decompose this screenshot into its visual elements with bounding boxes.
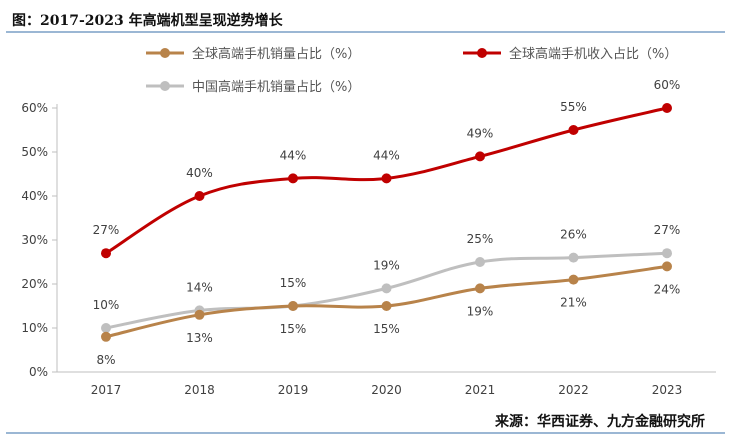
y-tick-label: 10% xyxy=(21,321,48,335)
data-label-series-0: 24% xyxy=(654,282,681,296)
y-tick-label: 40% xyxy=(21,189,48,203)
series-0-point xyxy=(475,283,485,294)
series-0-point xyxy=(194,309,205,320)
data-label-series-0: 21% xyxy=(560,296,587,310)
legend-marker-0 xyxy=(160,48,170,58)
x-tick-label: 2023 xyxy=(652,383,683,397)
legend-label-0: 全球高端手机销量占比（%） xyxy=(192,46,360,62)
data-label-series-1: 44% xyxy=(373,148,400,162)
series-0-point xyxy=(568,274,579,285)
data-label-series-0: 15% xyxy=(373,322,400,336)
series-1-point xyxy=(662,103,672,113)
series-0-point xyxy=(101,331,111,342)
series-2-point xyxy=(381,283,392,294)
series-2-point xyxy=(101,323,111,333)
series-1-point xyxy=(568,125,579,135)
legend-marker-2 xyxy=(160,81,170,91)
series-1-point xyxy=(194,191,205,201)
data-label-series-2: 27% xyxy=(654,223,681,237)
figure-title: 图：2017-2023 年高端机型呈现逆势增长 xyxy=(12,13,283,29)
data-label-series-1: 55% xyxy=(560,100,587,114)
bottom-rule xyxy=(6,432,725,434)
data-label-series-0: 8% xyxy=(96,353,115,367)
y-tick-label: 50% xyxy=(21,145,48,159)
x-tick-label: 2018 xyxy=(184,383,215,397)
series-2-point xyxy=(568,252,579,263)
series-1-point xyxy=(101,248,111,259)
x-tick-label: 2017 xyxy=(91,383,122,397)
series-1-point xyxy=(475,151,485,162)
data-label-series-2: 15% xyxy=(280,276,307,290)
series-1-point xyxy=(381,173,392,184)
data-label-series-2: 25% xyxy=(467,232,494,246)
series-2-point xyxy=(475,257,485,267)
series-0-point xyxy=(662,261,672,272)
y-tick-label: 30% xyxy=(21,233,48,247)
data-label-series-1: 49% xyxy=(467,126,494,140)
series-1-point xyxy=(288,173,298,184)
data-label-series-2: 19% xyxy=(373,258,400,272)
series-2-point xyxy=(662,248,672,259)
data-label-series-1: 60% xyxy=(654,78,681,92)
title-bar: 图：2017-2023 年高端机型呈现逆势增长 xyxy=(6,6,725,33)
series-0-point xyxy=(381,301,392,311)
data-label-series-0: 13% xyxy=(186,331,213,345)
data-label-series-0: 19% xyxy=(467,304,494,318)
data-label-series-2: 10% xyxy=(93,298,120,312)
data-label-series-2: 14% xyxy=(186,280,213,294)
data-label-series-0: 15% xyxy=(280,322,307,336)
x-tick-label: 2020 xyxy=(371,383,402,397)
y-tick-label: 20% xyxy=(21,277,48,291)
data-label-series-1: 44% xyxy=(280,148,307,162)
data-label-series-2: 26% xyxy=(560,228,587,242)
legend-label-2: 中国高端手机销量占比（%） xyxy=(192,79,360,95)
x-tick-label: 2022 xyxy=(558,383,589,397)
series-0-point xyxy=(288,301,298,311)
legend-label-1: 全球高端手机收入占比（%） xyxy=(509,46,677,62)
data-label-series-1: 40% xyxy=(186,166,213,180)
y-tick-label: 0% xyxy=(29,365,48,379)
source-note: 来源：华西证券、九方金融研究所 xyxy=(495,414,705,430)
y-tick-label: 60% xyxy=(21,101,48,115)
data-label-series-1: 27% xyxy=(93,223,120,237)
legend-marker-1 xyxy=(477,48,487,58)
x-tick-label: 2021 xyxy=(465,383,496,397)
x-tick-label: 2019 xyxy=(278,383,309,397)
